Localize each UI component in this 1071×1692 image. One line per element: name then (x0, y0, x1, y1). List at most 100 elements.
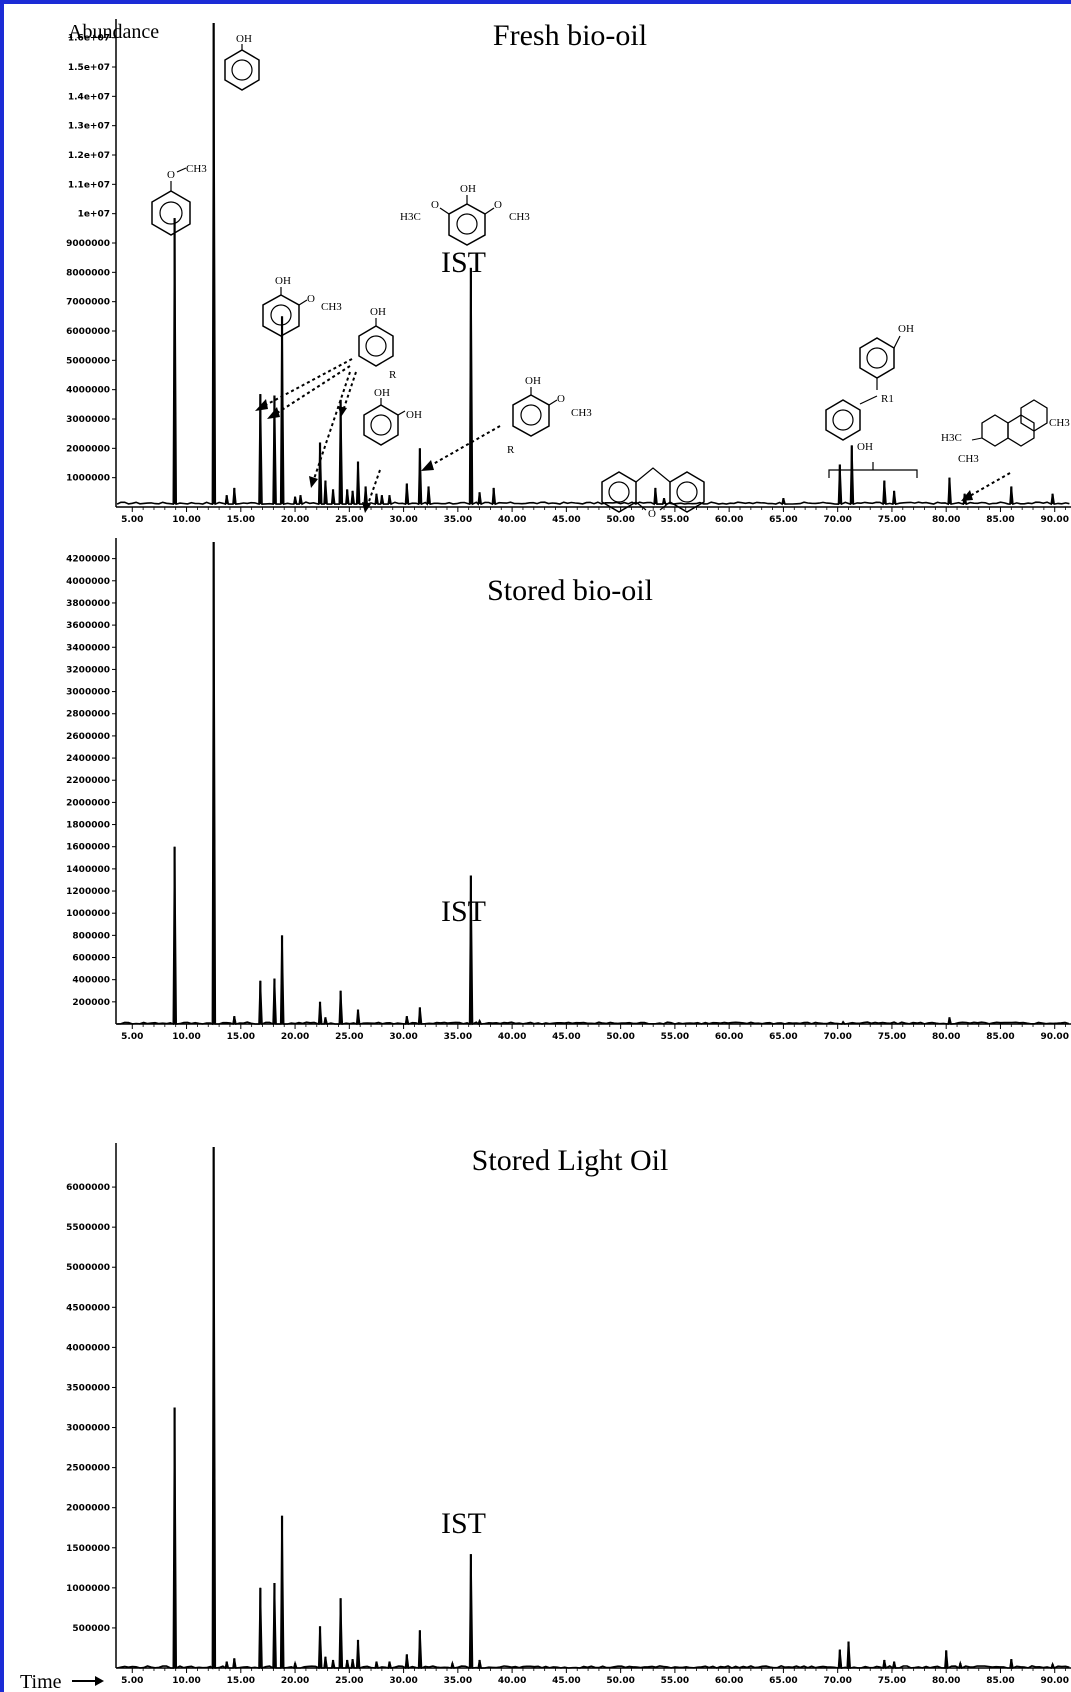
anisole-ch3-label: CH3 (186, 163, 207, 175)
x-tick-label: 55.00 (661, 1032, 689, 1042)
syringol-o-right-label: O (494, 199, 502, 211)
y-tick-label: 1800000 (66, 821, 110, 831)
x-tick-label: 75.00 (878, 1676, 906, 1686)
y-tick-label: 1400000 (66, 865, 110, 875)
x-tick-label: 20.00 (281, 1676, 309, 1686)
y-tick-label: 800000 (72, 931, 110, 941)
y-tick-label: 2000000 (66, 444, 110, 454)
x-tick-label: 65.00 (769, 1676, 797, 1686)
y-tick-label: 3000000 (66, 1424, 110, 1434)
x-tick-label: 35.00 (444, 1676, 472, 1686)
x-tick-label: 90.00 (1040, 1032, 1068, 1042)
y-tick-label: 9000000 (66, 239, 110, 249)
alkylphenol-oh-label: OH (370, 306, 386, 318)
phenol-oh-label: OH (236, 33, 252, 45)
arrow-1 (261, 358, 353, 408)
x-tick-label: 40.00 (498, 1676, 526, 1686)
x-tick-label: 55.00 (661, 515, 689, 525)
bisphenol-structure-icon: OH R1 OH (825, 323, 918, 478)
y-tick-label: 2000000 (66, 798, 110, 808)
bisphenol-oh-bottom-label: OH (857, 441, 873, 453)
x-tick-label: 75.00 (878, 515, 906, 525)
alkylguaiacol-r-label: R (507, 444, 515, 456)
y-tick-label: 4000000 (66, 1343, 110, 1353)
time-arrow (72, 1676, 104, 1686)
panel-title: Stored Light Oil (472, 1144, 669, 1177)
y-tick-label: 3000000 (66, 415, 110, 425)
x-tick-label: 50.00 (606, 1676, 634, 1686)
x-tick-label: 85.00 (986, 1676, 1014, 1686)
ist-label-light: IST (441, 1507, 486, 1540)
x-tick-label: 25.00 (335, 1032, 363, 1042)
x-tick-label: 70.00 (823, 1676, 851, 1686)
x-tick-label: 70.00 (823, 1032, 851, 1042)
guaiacol-ch3-label: CH3 (321, 301, 342, 313)
y-tick-label: 2400000 (66, 754, 110, 764)
y-tick-label: 4500000 (66, 1303, 110, 1313)
x-tick-label: 65.00 (769, 1032, 797, 1042)
x-tick-label: 45.00 (552, 1676, 580, 1686)
arrow-4 (342, 371, 357, 412)
x-tick-label: 75.00 (878, 1032, 906, 1042)
syringol-h3c-label: H3C (400, 211, 421, 223)
alkylguaiacol-ch3-label: CH3 (571, 407, 592, 419)
alkylguaiacol-oh-label: OH (525, 375, 541, 387)
y-tick-label: 4000000 (66, 577, 110, 587)
syringol-ch3-label: CH3 (509, 211, 530, 223)
syringol-structure-icon: OH O H3C O CH3 (400, 183, 530, 246)
bisphenol-r1-label: R1 (881, 393, 894, 405)
x-tick-label: 40.00 (498, 515, 526, 525)
alkylphenol-r-label: R (389, 369, 397, 381)
chromatogram-trace (117, 541, 1070, 1026)
x-tick-label: 65.00 (769, 515, 797, 525)
y-tick-label: 500000 (72, 1624, 110, 1634)
x-tick-label: 90.00 (1040, 1676, 1068, 1686)
y-tick-label: 4200000 (66, 555, 110, 565)
guaiacol-oh-label: OH (275, 275, 291, 287)
y-tick-label: 2600000 (66, 732, 110, 742)
x-tick-label: 80.00 (932, 1676, 960, 1686)
panel-3: Stored Light Oil 5.00 10.00 15.00 20.00 25.00… (66, 1143, 1071, 1686)
panel-2: Stored bio-oil 5.00 10.00 15.00 20.00 25.00 30… (66, 538, 1071, 1042)
x-tick-label: 20.00 (281, 515, 309, 525)
y-tick-label: 5500000 (66, 1223, 110, 1233)
y-tick-label: 2200000 (66, 776, 110, 786)
y-tick-label: 7000000 (66, 298, 110, 308)
arrow-7 (967, 472, 1011, 498)
retene-h3c-label: H3C (941, 432, 962, 444)
y-tick-label: 1000000 (66, 474, 110, 484)
catechol-oh-top-label: OH (374, 387, 390, 399)
y-tick-label: 6000000 (66, 327, 110, 337)
y-tick-label: 200000 (72, 998, 110, 1008)
x-tick-label: 60.00 (715, 515, 743, 525)
catechol-oh-side-label: OH (406, 409, 422, 421)
panel-title: Fresh bio-oil (493, 19, 647, 52)
x-tick-label: 30.00 (389, 1032, 417, 1042)
y-tick-label: 1200000 (66, 887, 110, 897)
x-tick-label: 85.00 (986, 1032, 1014, 1042)
x-tick-label: 5.00 (121, 1676, 143, 1686)
x-tick-label: 55.00 (661, 1676, 689, 1686)
y-tick-label: 1500000 (66, 1544, 110, 1554)
y-tick-label: 2500000 (66, 1464, 110, 1474)
x-axis-label: Time (20, 1671, 62, 1692)
chromatogram-trace (116, 22, 1070, 506)
annotation-arrowheads (255, 399, 973, 513)
y-tick-label: 1.5e+07 (68, 63, 110, 73)
guaiacol-o-label: O (307, 293, 315, 305)
y-tick-label: 3600000 (66, 621, 110, 631)
ist-label-fresh: IST (441, 246, 486, 279)
x-tick-label: 20.00 (281, 1032, 309, 1042)
y-axis-label: Abundance (68, 21, 159, 43)
x-tick-label: 40.00 (498, 1032, 526, 1042)
x-tick-label: 30.00 (389, 1676, 417, 1686)
y-tick-label: 1.3e+07 (68, 122, 110, 132)
retene-ch3-right-label: CH3 (1049, 417, 1070, 429)
x-tick-label: 5.00 (121, 1032, 143, 1042)
y-tick-label: 6000000 (66, 1183, 110, 1193)
catechol-structure-icon: OH OH (363, 387, 422, 446)
arrow-5 (366, 469, 381, 508)
xanthene-structure-icon: O (601, 467, 705, 520)
